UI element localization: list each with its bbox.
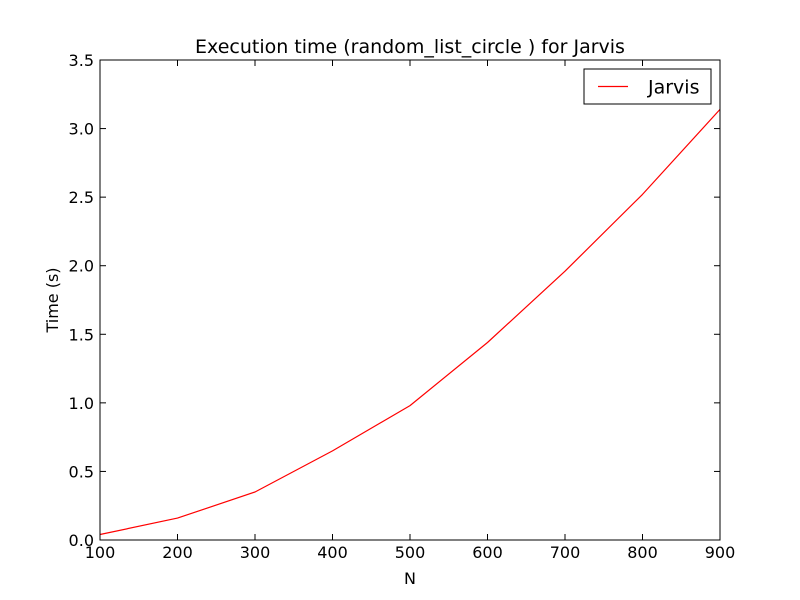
- x-tick-label: 300: [240, 543, 271, 562]
- x-tick-label: 200: [162, 543, 193, 562]
- y-tick-label: 1.5: [69, 325, 94, 344]
- y-tick-label: 2.0: [69, 257, 94, 276]
- y-tick-label: 3.5: [69, 51, 94, 70]
- x-tick-label: 700: [550, 543, 581, 562]
- x-axis-ticks: 100 200 300 400 500 600 700 800 900: [85, 60, 736, 562]
- plot-area-frame: [99, 59, 721, 541]
- x-tick-label: 600: [472, 543, 503, 562]
- x-tick-label: 400: [317, 543, 348, 562]
- legend: Jarvis: [583, 68, 712, 105]
- x-tick-label: 500: [395, 543, 426, 562]
- y-tick-label: 1.0: [69, 394, 94, 413]
- x-tick-label: 900: [705, 543, 736, 562]
- series-line-jarvis: [99, 108, 721, 536]
- legend-label-jarvis: Jarvis: [647, 77, 699, 99]
- x-axis-label: N: [404, 569, 416, 588]
- y-axis-label: Time (s): [43, 267, 62, 333]
- x-tick-label: 100: [85, 543, 116, 562]
- y-tick-label: 3.0: [69, 120, 94, 139]
- y-tick-label: 0.0: [69, 531, 94, 550]
- y-axis-ticks: 0.0 0.5 1.0 1.5 2.0 2.5 3.0 3.5: [69, 51, 720, 550]
- y-tick-label: 0.5: [69, 462, 94, 481]
- y-tick-label: 2.5: [69, 188, 94, 207]
- series-layer: [99, 108, 721, 536]
- chart-title: Execution time (random_list_circle ) for…: [195, 36, 625, 58]
- x-tick-label: 800: [627, 543, 658, 562]
